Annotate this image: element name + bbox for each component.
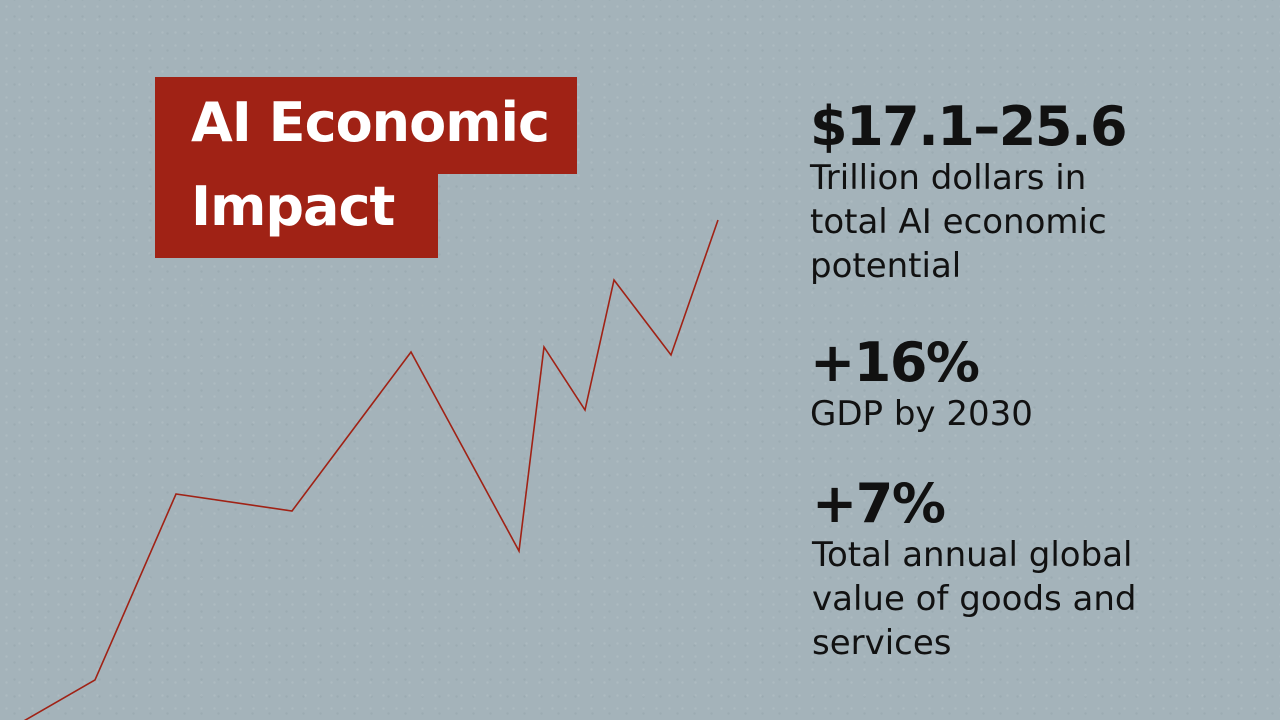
stat-description: Total annual global value of goods and s… bbox=[812, 535, 1137, 663]
trend-line-path bbox=[23, 219, 719, 720]
stat-value: $17.1–25.6 bbox=[810, 95, 1128, 158]
title-block: AI Economic Impact bbox=[155, 77, 578, 258]
stat-description: Trillion dollars in total AI economic po… bbox=[810, 158, 1107, 286]
stat-value: +16% bbox=[810, 331, 980, 394]
stat-economic-potential: $17.1–25.6 Trillion dollars in total AI … bbox=[810, 100, 1270, 288]
title-line-2: Impact bbox=[155, 174, 439, 258]
title-line-1: AI Economic bbox=[155, 77, 578, 174]
stat-gdp: +16% GDP by 2030 bbox=[810, 336, 1270, 436]
stat-description: GDP by 2030 bbox=[810, 394, 1033, 434]
stat-global-value: +7% Total annual global value of goods a… bbox=[812, 477, 1272, 665]
stat-value: +7% bbox=[812, 472, 946, 535]
